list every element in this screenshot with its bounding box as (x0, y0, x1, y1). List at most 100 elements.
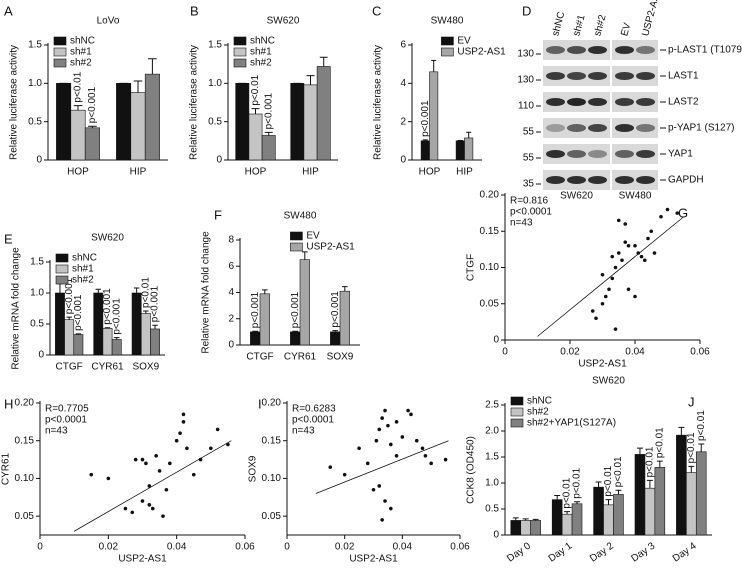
error-bar (574, 501, 581, 504)
p-value-label: p<0.001 (330, 291, 341, 328)
y-tick-label: 0.10 (480, 262, 500, 273)
point (649, 229, 654, 234)
legend-swatch (510, 396, 524, 406)
band-label: p-YAP1 (S127) (668, 123, 735, 134)
y-tick-label: 2.5 (485, 400, 499, 411)
bar (250, 331, 261, 346)
point (429, 461, 433, 466)
bar (330, 331, 341, 346)
y-tick-label: 0.05 (480, 298, 500, 309)
legend-swatch (290, 242, 303, 252)
point (342, 472, 347, 477)
x-tick-label: Day 1 (547, 540, 575, 564)
panel-letter: E (4, 231, 13, 246)
chart-title: SW480 (284, 211, 317, 222)
y-tick-label: 1.0 (28, 78, 42, 89)
panel-letter: A (4, 3, 13, 18)
bar (116, 83, 132, 161)
p-value-label: p<0.01 (696, 410, 707, 441)
lane-label: EV (619, 21, 633, 37)
x-tick-label: 0.06 (235, 542, 255, 553)
y-tick-label: 1.5 (30, 257, 44, 268)
y-axis-label: SOX9 (248, 455, 259, 482)
bar (111, 339, 122, 356)
error-bar (554, 494, 561, 500)
blot-band (546, 124, 565, 132)
x-tick-label: Day 0 (505, 540, 533, 564)
blot-band (546, 176, 565, 184)
y-tick-label: 0.10 (262, 473, 282, 484)
bar (654, 467, 666, 536)
point (150, 506, 155, 511)
y-tick-label: 0.05 (15, 511, 35, 522)
point (371, 487, 376, 492)
bar (259, 293, 270, 346)
marker-label: 130 (517, 75, 534, 86)
stat-label: R=0.7705 (45, 404, 89, 415)
bar (644, 487, 656, 536)
point (215, 427, 220, 432)
p-value-label: p<0.001 (263, 93, 274, 130)
bar (593, 486, 604, 536)
panel-letter: H (4, 396, 13, 411)
bar (144, 73, 160, 161)
point (636, 251, 641, 255)
point (594, 316, 598, 321)
legend-swatch (441, 36, 454, 46)
legend-label: shNC (250, 36, 275, 47)
panel-letter: G (678, 205, 688, 220)
legend-swatch (441, 47, 454, 57)
error-bar (133, 287, 140, 293)
marker-label: 130 (517, 49, 534, 60)
error-bar (75, 333, 82, 335)
error-bar (113, 337, 120, 340)
legend-label: shNC (72, 253, 97, 264)
point (181, 420, 186, 424)
point (380, 518, 384, 522)
y-tick-label: 6 (228, 261, 234, 272)
x-tick-label: 0 (502, 347, 508, 358)
point (157, 469, 162, 473)
point (147, 503, 152, 507)
y-tick-label: 0.15 (262, 435, 282, 446)
panel-letter: C (372, 3, 381, 18)
p-value-label: p<0.001 (250, 291, 261, 328)
error-bar (595, 481, 602, 488)
point (377, 427, 382, 432)
y-tick-label: 0 (38, 350, 44, 361)
point (174, 438, 179, 443)
error-bar (466, 131, 472, 138)
chart-title: LoVo (97, 16, 120, 27)
bar (561, 513, 573, 536)
y-tick-label: 4 (228, 287, 234, 298)
blot-strip (612, 92, 658, 112)
marker-label: 35 (523, 179, 535, 190)
point (420, 446, 425, 451)
blot-band (588, 72, 607, 80)
blot-strip (612, 40, 658, 60)
p-value-label: p<0.001 (64, 277, 75, 314)
group-label: SW480 (619, 191, 652, 202)
x-axis-label: USP2-AS1 (349, 554, 398, 565)
p-value-label: p<0.001 (420, 100, 431, 137)
y-axis-label: Relative luciferase activity (373, 45, 384, 160)
group-label: SW620 (560, 191, 593, 202)
chart-title: SW620 (267, 16, 300, 27)
x-tick-label: 0 (284, 542, 290, 553)
blot-band (636, 150, 655, 158)
panel-letter: F (214, 207, 222, 222)
point (147, 484, 152, 488)
p-value-label: p<0.01 (603, 465, 614, 496)
blot-strip (612, 170, 658, 190)
stat-label: n=43 (292, 426, 315, 437)
point (144, 461, 148, 466)
x-tick-label: CTGF (56, 362, 83, 373)
y-tick-label: 0 (493, 530, 499, 541)
p-value-label: p<0.01 (73, 71, 84, 102)
error-bar (319, 56, 328, 67)
bar (510, 520, 522, 536)
legend-swatch (53, 36, 67, 46)
point (406, 408, 410, 413)
point (616, 251, 621, 255)
point (374, 438, 379, 443)
